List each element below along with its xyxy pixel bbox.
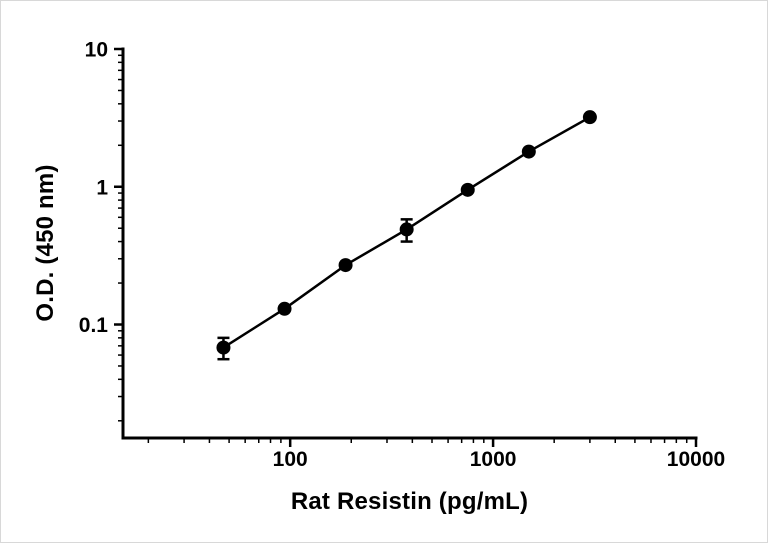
y-tick-label: 10 [85, 39, 108, 62]
data-point [277, 301, 292, 316]
data-point [216, 340, 231, 355]
data-point [338, 258, 353, 273]
x-tick-label: 1000 [470, 448, 517, 471]
y-tick-label: 1 [96, 176, 108, 199]
x-tick-label: 100 [273, 448, 308, 471]
data-point [582, 110, 597, 125]
x-axis-title: Rat Resistin (pg/mL) [290, 488, 529, 515]
data-point [399, 222, 414, 237]
y-axis-title: O.D. (450 nm) [32, 164, 59, 322]
x-tick-label: 10000 [667, 448, 725, 471]
axes [121, 47, 698, 440]
data-point [460, 182, 475, 197]
y-tick-label: 0.1 [79, 314, 109, 337]
data-point [521, 144, 536, 159]
